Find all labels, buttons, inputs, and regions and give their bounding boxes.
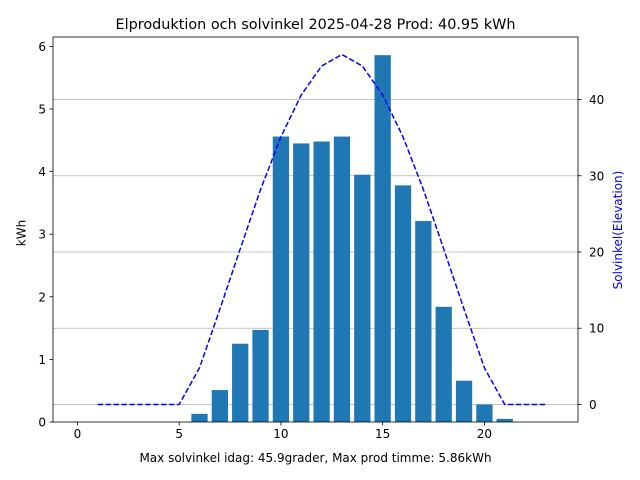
y-tick-label-3: 3 (38, 228, 46, 242)
bar-hour-18 (435, 306, 452, 422)
x-axis-label: Max solvinkel idag: 45.9grader, Max prod… (139, 451, 491, 465)
y-tick-label-1: 1 (38, 353, 46, 367)
bar-hour-12 (313, 141, 330, 422)
x-tick-label-0: 0 (74, 427, 82, 441)
x-tick-label-5: 5 (175, 427, 183, 441)
line-layer (97, 53, 546, 406)
bar-hour-15 (374, 55, 391, 422)
y-axis-label: kWh (15, 220, 29, 246)
bar-hour-7 (211, 390, 228, 422)
y-tick-label-6: 6 (38, 40, 46, 54)
y2-tick-label-30: 30 (589, 169, 604, 183)
elevation-line (97, 53, 546, 406)
bar-hour-14 (354, 174, 371, 422)
x-tick-label-10: 10 (273, 427, 288, 441)
bar-hour-16 (394, 185, 412, 422)
bar-hour-19 (455, 380, 473, 422)
bar-hour-20 (476, 404, 493, 422)
x-tick-label-20: 20 (477, 427, 492, 441)
y-tick-label-2: 2 (38, 290, 46, 304)
bar-hour-11 (293, 143, 310, 422)
bar-hour-8 (232, 343, 249, 422)
y2-tick-label-0: 0 (589, 398, 597, 412)
bar-hour-13 (333, 136, 351, 422)
y2-tick-label-40: 40 (589, 93, 604, 107)
y2-axis-label: Solvinkel(Elevation) (611, 171, 625, 290)
y-tick-label-0: 0 (38, 416, 46, 430)
bars-layer (191, 55, 513, 422)
x-tick-label-15: 15 (375, 427, 390, 441)
bar-hour-9 (252, 329, 269, 422)
chart-title: Elproduktion och solvinkel 2025-04-28 Pr… (116, 17, 516, 33)
axes-layer (52, 36, 579, 423)
bar-hour-17 (415, 221, 432, 422)
y2-tick-label-10: 10 (589, 322, 604, 336)
bar-hour-21 (496, 418, 513, 422)
y-tick-label-4: 4 (38, 165, 46, 179)
bar-hour-6 (191, 413, 208, 422)
ticks-layer: 0 5 10 15 20 0 1 2 3 4 5 6 0 10 20 30 40 (38, 40, 604, 441)
bar-hour-10 (272, 136, 290, 422)
y-tick-label-5: 5 (38, 102, 46, 116)
y2-tick-label-20: 20 (589, 245, 604, 259)
plot-frame (52, 36, 579, 423)
